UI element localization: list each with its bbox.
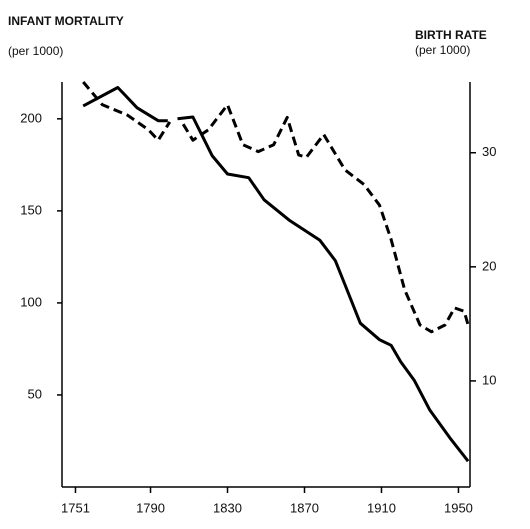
- x-tick-label: 1950: [444, 500, 473, 515]
- y2-axis-unit: (per 1000): [415, 43, 470, 57]
- x-tick-label: 1910: [367, 500, 396, 515]
- y-tick-label: 100: [20, 294, 42, 309]
- x-tick-label: 1830: [213, 500, 242, 515]
- x-tick-label: 1790: [136, 500, 165, 515]
- y-axis-title: INFANT MORTALITY: [8, 14, 124, 28]
- series-line: [82, 81, 470, 334]
- x-tick-label: 1751: [61, 500, 90, 515]
- y-axis-unit: (per 1000): [8, 44, 63, 58]
- y-tick-label: 200: [20, 110, 42, 125]
- x-tick-label: 1870: [290, 500, 319, 515]
- y2-tick-label: 10: [482, 372, 496, 387]
- y2-tick-label: 20: [482, 258, 496, 273]
- series-line: [82, 86, 470, 463]
- y-tick-label: 150: [20, 202, 42, 217]
- y2-tick-label: 30: [482, 144, 496, 159]
- y-tick-label: 50: [28, 386, 42, 401]
- y2-axis-title: BIRTH RATE: [415, 28, 487, 42]
